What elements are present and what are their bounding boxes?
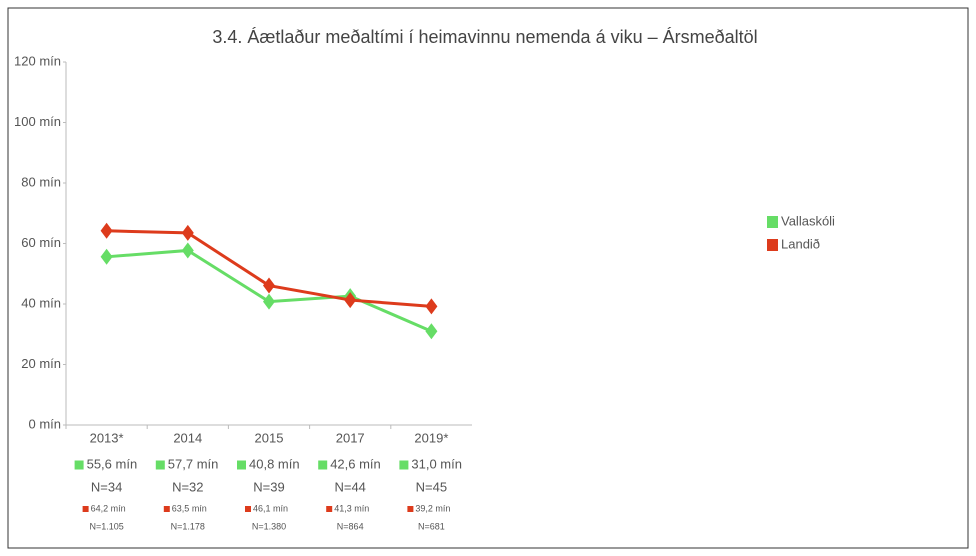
value-label: 46,1 mín	[253, 503, 288, 513]
label-swatch	[237, 460, 246, 470]
label-swatch	[163, 506, 170, 512]
x-tick-label: 2015	[255, 430, 284, 445]
value-label: 57,7 mín	[168, 456, 219, 471]
chart-title: 3.4. Áætlaður meðaltími í heimavinnu nem…	[212, 27, 757, 47]
n-label: N=1.178	[171, 521, 205, 531]
n-label: N=1.380	[252, 521, 286, 531]
x-tick-label: 2017	[336, 430, 365, 445]
y-tick-label: 100 mín	[14, 114, 61, 129]
n-label: N=864	[337, 521, 364, 531]
label-swatch	[407, 506, 414, 512]
y-tick-label: 60 mín	[21, 235, 61, 250]
value-label: 64,2 mín	[91, 503, 126, 513]
n-label: N=681	[418, 521, 445, 531]
label-swatch	[82, 506, 89, 512]
value-label: 42,6 mín	[330, 456, 381, 471]
n-label: N=32	[172, 479, 203, 494]
label-swatch	[318, 460, 328, 470]
marker	[181, 224, 194, 241]
value-label: 40,8 mín	[249, 456, 300, 471]
n-label: N=1.105	[89, 521, 123, 531]
value-label: 39,2 mín	[415, 503, 450, 513]
label-swatch	[326, 506, 333, 512]
marker	[100, 248, 113, 265]
value-label: 41,3 mín	[334, 503, 369, 513]
legend-swatch	[767, 216, 778, 228]
n-label: N=44	[334, 479, 365, 494]
marker	[100, 222, 113, 239]
marker	[344, 292, 357, 309]
x-tick-label: 2013*	[90, 430, 124, 445]
label-swatch	[245, 506, 251, 512]
y-tick-label: 80 mín	[21, 174, 61, 189]
y-tick-label: 120 mín	[14, 53, 61, 68]
chart-frame	[7, 7, 969, 549]
label-swatch	[399, 460, 409, 470]
label-swatch	[74, 460, 84, 470]
marker	[425, 298, 438, 315]
marker	[181, 242, 194, 259]
legend-label: Vallaskóli	[781, 213, 835, 228]
x-tick-label: 2019*	[414, 430, 448, 445]
value-label: 31,0 mín	[411, 456, 462, 471]
y-tick-label: 40 mín	[21, 295, 61, 310]
legend-label: Landið	[781, 236, 820, 251]
legend-swatch	[767, 239, 778, 251]
value-label: 55,6 mín	[87, 456, 138, 471]
marker	[263, 293, 275, 310]
n-label: N=45	[416, 479, 447, 494]
value-label: 63,5 mín	[172, 503, 207, 513]
n-label: N=34	[91, 479, 122, 494]
label-swatch	[155, 460, 165, 470]
marker	[425, 323, 438, 340]
n-label: N=39	[253, 479, 284, 494]
x-tick-label: 2014	[173, 430, 202, 445]
marker	[263, 277, 275, 294]
y-tick-label: 20 mín	[21, 356, 61, 371]
y-tick-label: 0 mín	[28, 416, 61, 431]
